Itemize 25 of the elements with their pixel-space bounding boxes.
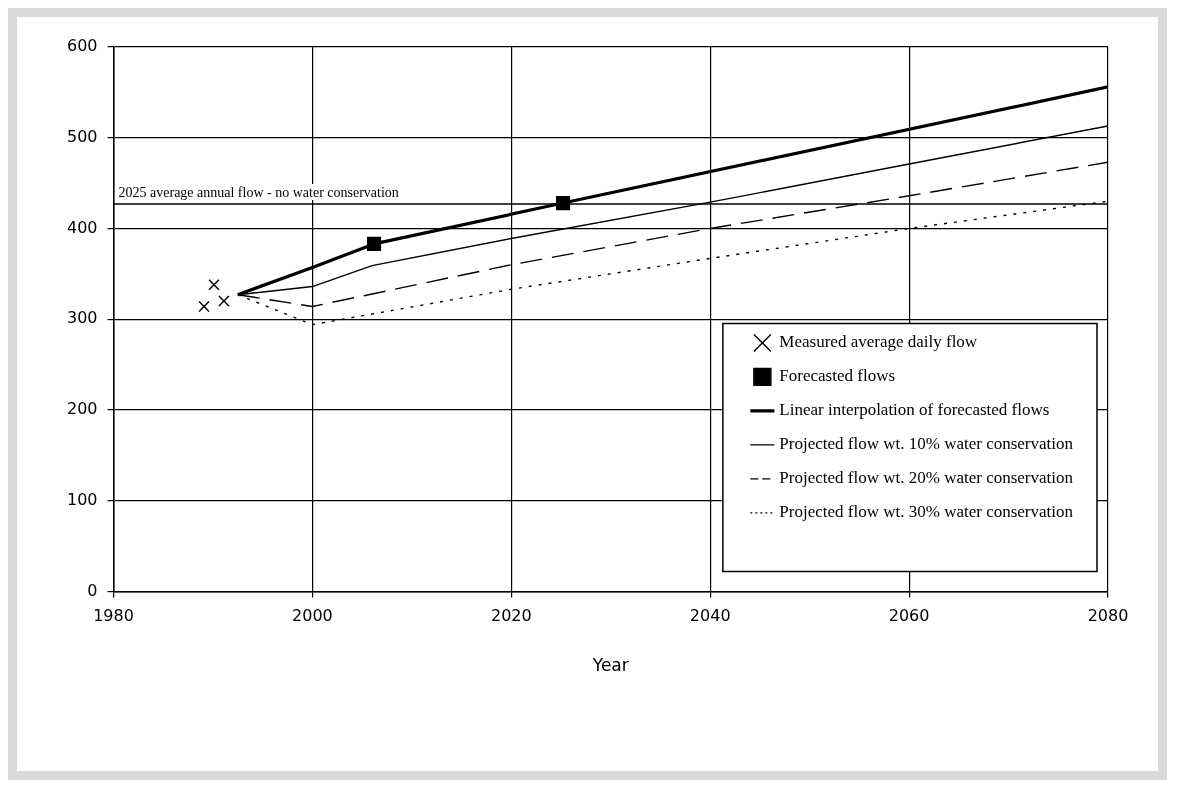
point [208,279,220,291]
legend-label: Projected flow wt. 10% water conservation [779,434,1074,454]
x-tick-label: 2060 [888,606,930,626]
ref-line-label: 2025 average annual flow - no water conservation [118,184,399,200]
y-tick-label: 400 [66,217,98,237]
x-tick-label: 1980 [93,606,134,626]
y-tick-label: 300 [66,308,98,328]
y-tick-label: 600 [66,36,98,56]
y-tick-label: 0 [87,580,98,600]
legend-label: Measured average daily flow [779,332,978,352]
y-tick-label: 500 [66,126,98,146]
x-tick-label: 2000 [292,606,333,626]
point [218,295,230,307]
y-tick-label: 200 [66,399,98,419]
y-tick-label: 100 [66,489,98,509]
legend-label: Projected flow wt. 20% water conservation [779,468,1074,488]
x-tick-label: 2040 [689,606,731,626]
legend-label: Linear interpolation of forecasted flows [779,400,1050,420]
x-tick-label: 2080 [1087,606,1129,626]
x-tick-label: 2020 [490,606,532,626]
legend-label: Projected flow wt. 30% water conservation [779,502,1074,522]
point [198,300,210,313]
x-axis-title: Year [591,655,629,676]
point [367,236,382,251]
legend-label: Forecasted flows [779,366,896,386]
